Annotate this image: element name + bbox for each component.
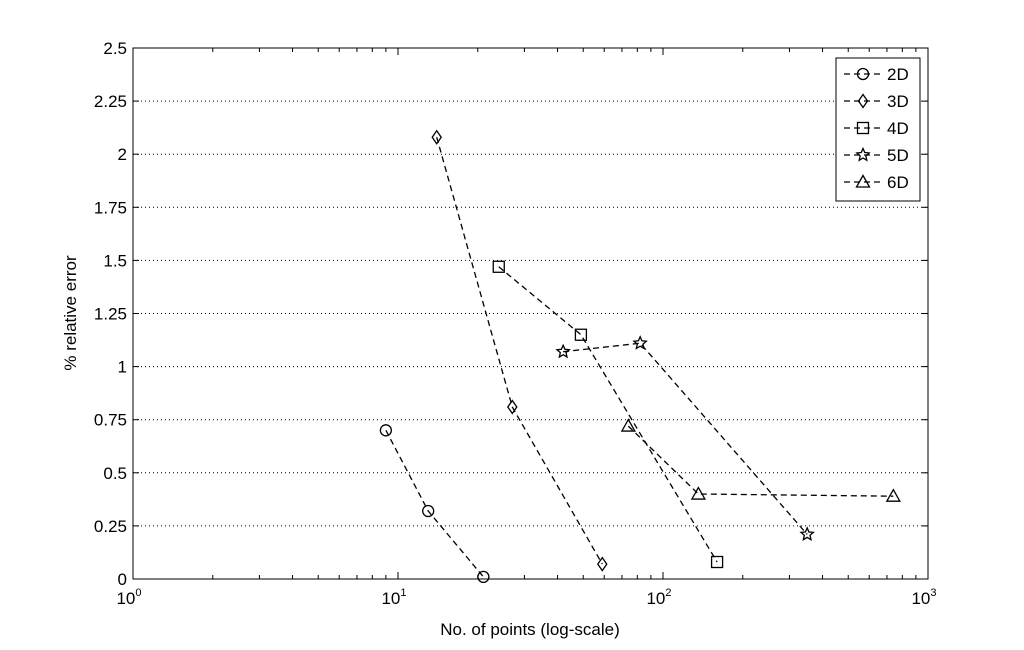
series-5d-line xyxy=(563,342,808,535)
legend-item-6d-label: 6D xyxy=(887,173,909,192)
series-6d-point xyxy=(885,488,901,502)
y-tick-label: 0.75 xyxy=(94,411,127,430)
legend-item-3d: 3D xyxy=(844,92,909,111)
y-tick-label: 0 xyxy=(118,570,127,589)
series-4d-point xyxy=(492,260,505,273)
series-2d-point xyxy=(477,570,490,584)
legend-item-4d-label: 4D xyxy=(887,119,909,138)
legend-box xyxy=(835,57,921,202)
x-tick-label: 103 xyxy=(911,587,936,608)
legend: 2D 3D 4D 5D 6D xyxy=(835,57,921,202)
gridlines xyxy=(133,100,928,527)
series-2d-point xyxy=(379,424,393,437)
series-3d-point xyxy=(507,399,518,415)
axis-ticks: 0 0.25 0.5 0.75 1 1.25 1.5 1.75 2 2.25 2.5 100 101 10… xyxy=(94,39,937,608)
series-6d-line xyxy=(627,425,894,497)
legend-item-4d-marker xyxy=(856,121,870,135)
y-tick-label: 0.25 xyxy=(94,517,127,536)
series-3d-point xyxy=(596,556,608,572)
y-axis-label: % relative error xyxy=(61,255,80,371)
series-4d-point xyxy=(574,328,588,341)
legend-item-2d-label: 2D xyxy=(887,65,909,84)
x-axis-label: No. of points (log-scale) xyxy=(440,620,620,639)
y-tick-label: 2 xyxy=(118,145,127,164)
legend-item-3d-label: 3D xyxy=(887,92,909,111)
y-tick-label: 1.75 xyxy=(94,198,127,217)
y-tick-label: 2.5 xyxy=(103,39,127,58)
series-2d xyxy=(379,424,490,584)
legend-item-2d-marker xyxy=(856,67,870,81)
legend-item-5d-marker xyxy=(855,146,871,162)
series-5d-point xyxy=(799,526,815,541)
series-2d-point xyxy=(422,504,435,518)
legend-item-6d: 6D xyxy=(844,173,909,192)
y-tick-label: 1.25 xyxy=(94,305,127,324)
series-6d-point xyxy=(620,418,636,432)
legend-item-3d-marker xyxy=(857,93,869,109)
y-tick-label: 2.25 xyxy=(94,92,127,111)
series-3d-line xyxy=(436,137,603,565)
series-group xyxy=(379,129,901,584)
series-4d-line xyxy=(498,266,718,563)
legend-item-5d-label: 5D xyxy=(887,146,909,165)
series-5d-point xyxy=(632,335,648,350)
x-tick-label: 101 xyxy=(381,587,406,608)
legend-item-5d: 5D xyxy=(844,146,909,165)
series-5d-point xyxy=(555,343,571,359)
series-3d xyxy=(431,129,608,572)
series-2d-line xyxy=(385,429,484,578)
series-4d xyxy=(492,260,724,569)
legend-item-6d-marker xyxy=(855,174,871,188)
legend-item-2d: 2D xyxy=(844,65,909,84)
y-tick-label: 1.5 xyxy=(103,251,127,270)
series-4d-point xyxy=(710,555,724,569)
y-tick-label: 0.5 xyxy=(103,464,127,483)
series-6d-point xyxy=(690,486,707,500)
x-tick-label: 102 xyxy=(646,587,671,608)
series-5d xyxy=(555,335,815,541)
series-6d xyxy=(620,418,901,502)
y-tick-label: 1 xyxy=(118,358,127,377)
legend-item-4d: 4D xyxy=(844,119,909,138)
x-tick-label: 100 xyxy=(116,587,141,608)
series-3d-point xyxy=(431,129,443,145)
